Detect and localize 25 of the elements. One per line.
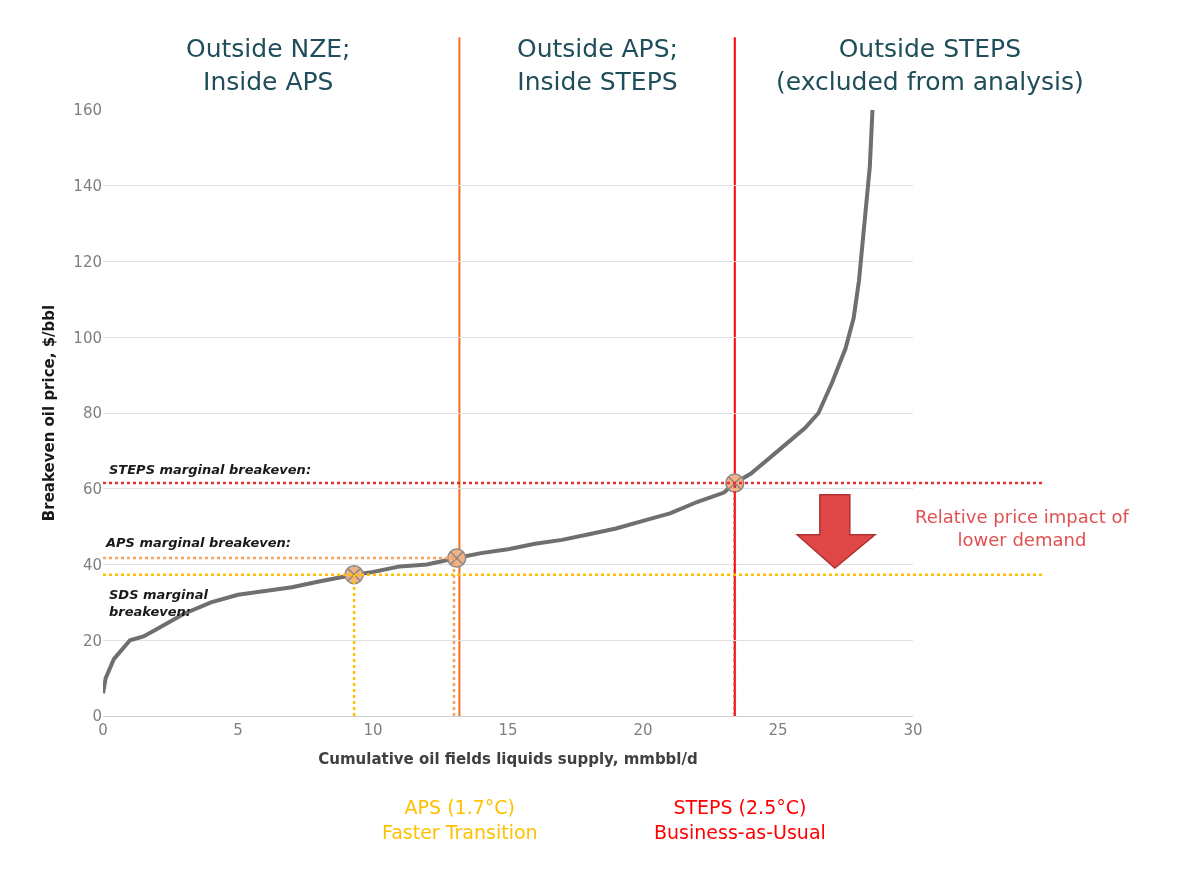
- text: APS (1.7°C) Faster Transition: [382, 796, 538, 843]
- x-tick-label: 25: [768, 721, 788, 739]
- x-axis-title: Cumulative oil fields liquids supply, mmbbl/d: [318, 750, 698, 768]
- y-tick-label: 40: [82, 555, 102, 574]
- ref-line-label: STEPS marginal breakeven:: [109, 462, 312, 477]
- y-axis-title: Breakeven oil price, $/bbl: [39, 304, 58, 522]
- text: Outside NZE; Inside APS: [186, 34, 351, 96]
- x-tick-label: 20: [633, 721, 653, 739]
- text: STEPS (2.5°C) Business-as-Usual: [654, 796, 826, 843]
- x-tick-label: 15: [498, 721, 518, 739]
- x-tick-label: 30: [903, 721, 923, 739]
- y-tick-label: 160: [73, 101, 102, 120]
- text: Outside STEPS (excluded from analysis): [776, 34, 1084, 96]
- x-tick-label: 5: [233, 721, 243, 739]
- annotation: APS marginal breakeven:: [105, 535, 292, 550]
- ref-line-label: SDS marginal breakeven:: [109, 587, 209, 619]
- y-tick-label: 80: [82, 404, 102, 423]
- y-tick-label: 20: [82, 631, 102, 650]
- text: Relative price impact of lower demand: [915, 506, 1130, 551]
- y-tick-label: 140: [73, 177, 102, 195]
- y-tick-label: 120: [73, 252, 102, 271]
- y-tick-label: 60: [82, 480, 102, 498]
- x-tick-label: 10: [363, 721, 383, 739]
- y-tick-label: 100: [73, 328, 102, 347]
- text: Outside APS; Inside STEPS: [517, 34, 678, 96]
